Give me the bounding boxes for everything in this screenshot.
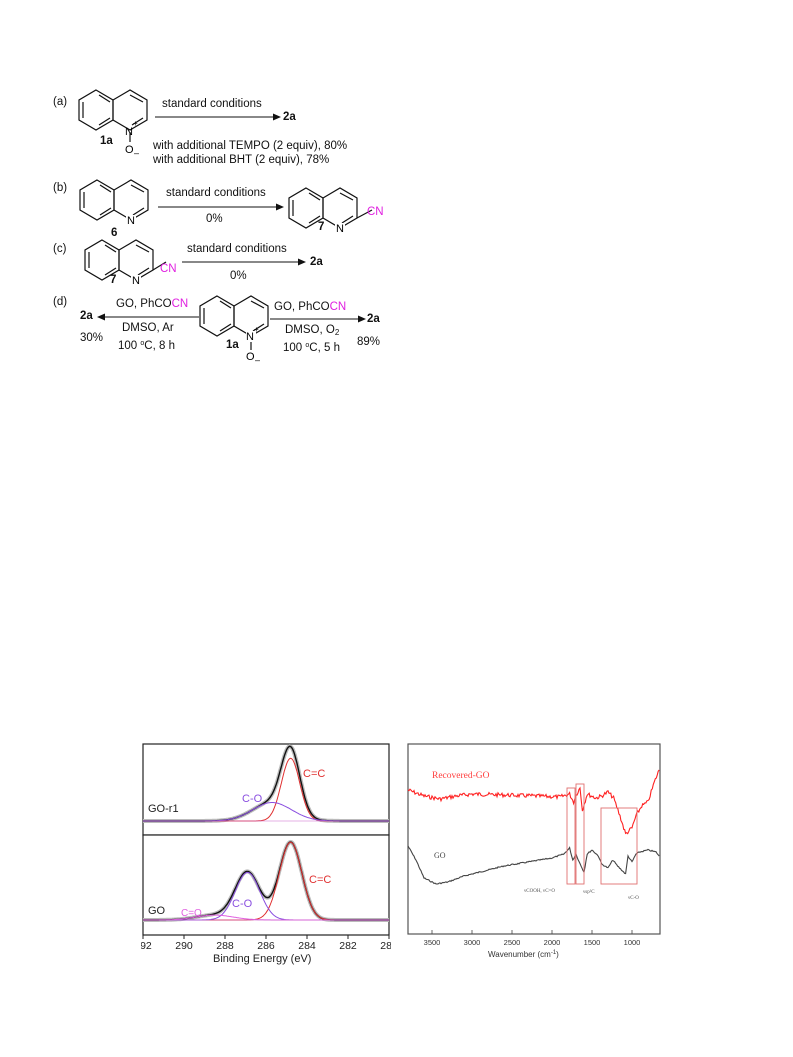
ftir-ann-cooh: νCOOH, νC=O: [524, 889, 555, 894]
note-bht: with additional BHT (2 equiv), 78%: [153, 154, 330, 166]
ftir-panel: [407, 743, 661, 935]
reagent-d-right: GO, PhCOCN: [274, 301, 347, 313]
atom-n: N: [336, 223, 344, 235]
cmpd-1a-d: 1a: [226, 339, 239, 351]
arrow-b: [158, 203, 284, 211]
atom-n: N: [127, 215, 135, 227]
cn-group-b: CN: [367, 206, 384, 218]
cmpd-1a-a: 1a: [100, 135, 113, 147]
arrow-d-left: [97, 313, 199, 321]
yield-d-left: 30%: [80, 332, 104, 344]
yield-d-right: 89%: [357, 336, 381, 348]
cmpd-7-c: 7: [110, 274, 117, 286]
solvent-d-right: DMSO, O2: [285, 324, 340, 337]
ftir-box-co: [600, 807, 638, 885]
xps-bottom-c-o-double-label: C=O: [181, 908, 202, 919]
ftir-figure: 3500 3000 2500 2000 1500 1000 Recovered-GO GO…: [406, 742, 662, 967]
cyanoquinoline-7-c: N: [84, 239, 167, 287]
ftir-tick-label: 3000: [464, 938, 481, 947]
product-2a-d-right: 2a: [367, 313, 380, 325]
ftir-ann-co: νC-O: [628, 896, 639, 901]
label-d: (d): [53, 296, 68, 308]
ftir-go-curve: [407, 845, 660, 885]
atom-minus: –: [255, 355, 260, 365]
atom-o: O: [246, 351, 255, 363]
quinoline-6: N: [79, 179, 149, 227]
ftir-ann-sp2: νsp²C: [583, 889, 595, 895]
ftir-box-sp2: [575, 783, 585, 885]
atom-n: N: [246, 331, 254, 343]
xps-bottom-sample-label: GO: [148, 905, 166, 917]
ftir-xlabel: Wavenumber (cm-1): [488, 950, 559, 959]
ftir-box-cooh: [566, 787, 576, 885]
yield-b: 0%: [206, 213, 223, 225]
label-b: (b): [53, 182, 68, 194]
xps-bottom-co-label: C-O: [232, 898, 253, 910]
ftir-tick-label: 1000: [624, 938, 641, 947]
atom-plus: +: [133, 119, 138, 128]
xps-tick-label: 288: [216, 940, 234, 952]
cmpd-7-b: 7: [318, 221, 325, 233]
ftir-tick-label: 1500: [584, 938, 601, 947]
xps-tick-label: 290: [175, 940, 193, 952]
note-tempo: with additional TEMPO (2 equiv), 80%: [153, 140, 348, 152]
ftir-svg: 3500 3000 2500 2000 1500 1000 Recovered-GO GO…: [407, 743, 661, 959]
cyanoquinoline-7-b: N: [288, 187, 373, 235]
xps-top-sample-label: GO-r1: [148, 803, 179, 815]
ftir-recovered-label: Recovered-GO: [432, 771, 490, 781]
xps-xlabel: Binding Energy (eV): [213, 953, 311, 965]
ftir-tick-label: 3500: [424, 938, 441, 947]
label-a: (a): [53, 96, 68, 108]
temp-d-left: 100 oC, 8 h: [118, 340, 175, 352]
quinoline-n-oxide-1a-d: N + O –: [199, 295, 269, 365]
xps-tick-label: 292: [141, 940, 152, 952]
xps-bottom-cc-label: C=C: [309, 874, 331, 886]
quinoline-n-oxide-1a: N + O –: [78, 89, 148, 158]
label-c: (c): [53, 243, 67, 255]
product-2a-c: 2a: [310, 256, 323, 268]
arrow-d-right: [270, 315, 366, 323]
xps-top-co-label: C-O: [242, 793, 263, 805]
atom-minus: –: [134, 148, 139, 158]
product-2a-d-left: 2a: [80, 310, 93, 322]
xps-tick-label: 280: [380, 940, 391, 952]
arrow-a: [155, 113, 281, 121]
atom-o: O: [125, 144, 134, 156]
xps-tick-label: 286: [257, 940, 275, 952]
arrow-text-c: standard conditions: [187, 243, 287, 255]
xps-top-cc-label: C=C: [303, 768, 325, 780]
cmpd-6: 6: [111, 227, 118, 239]
yield-c: 0%: [230, 270, 247, 282]
temp-d-right: 100 oC, 5 h: [283, 342, 340, 354]
xps-figure: 292 290 288 286 284 282 280 GO-r1 C-O C=C GO C…: [134, 742, 398, 967]
ftir-go-label: GO: [434, 851, 446, 860]
arrow-c: [182, 258, 306, 266]
cn-group-c: CN: [160, 263, 177, 275]
reagent-d-left: GO, PhCOCN: [116, 298, 189, 310]
arrow-text-a: standard conditions: [162, 98, 262, 110]
ftir-tick-label: 2500: [504, 938, 521, 947]
atom-plus: +: [254, 325, 259, 334]
xps-tick-label: 284: [298, 940, 316, 952]
ftir-tick-label: 2000: [544, 938, 561, 947]
product-2a-a: 2a: [283, 111, 296, 123]
atom-n: N: [132, 275, 140, 287]
atom-n: N: [125, 126, 133, 138]
xps-svg: 292 290 288 286 284 282 280 GO-r1 C-O C=C GO C…: [134, 743, 398, 965]
xps-tick-label: 282: [339, 940, 357, 952]
solvent-d-left: DMSO, Ar: [122, 322, 174, 334]
arrow-text-b: standard conditions: [166, 187, 266, 199]
